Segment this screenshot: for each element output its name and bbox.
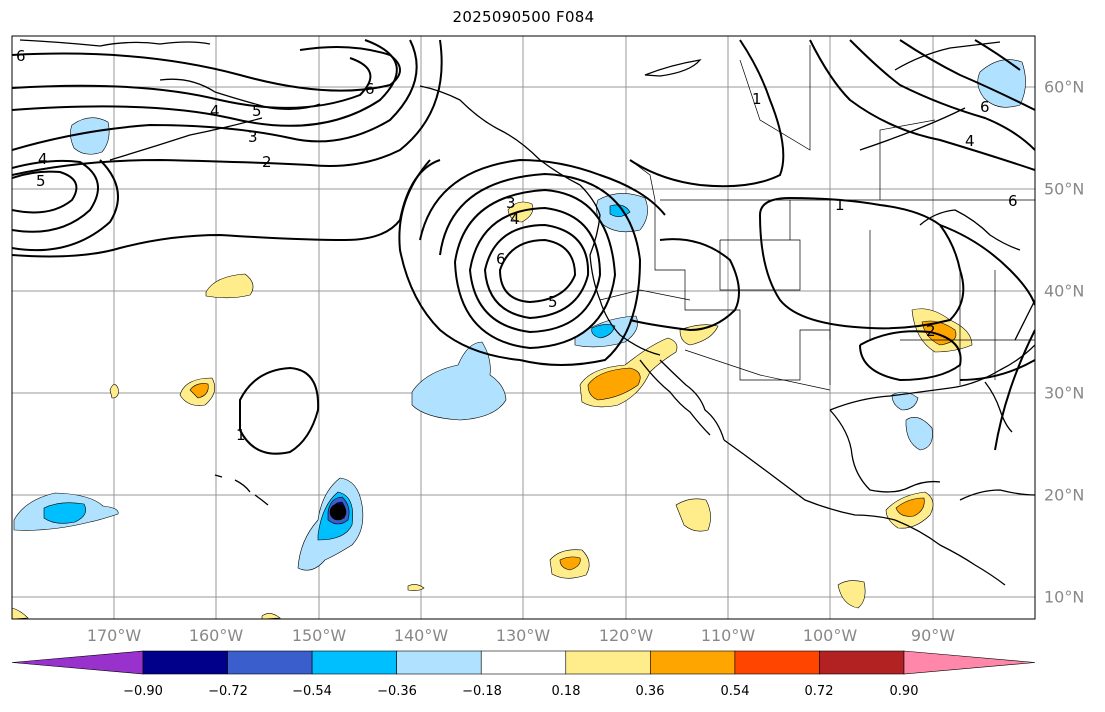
lat-label: 60°N: [1044, 77, 1085, 97]
fill-yellow-pac1: [205, 273, 254, 299]
colorbar-tick-label: −0.90: [123, 684, 163, 699]
colorbar-swatch: [396, 650, 482, 675]
fill-black-hawaii: [329, 503, 347, 521]
contour-label: 2: [926, 322, 936, 340]
fill-yellow-corner: [12, 607, 29, 619]
contour-label: 4: [965, 132, 975, 150]
fill-orange-pac2: [189, 383, 209, 399]
lat-label: 40°N: [1044, 281, 1085, 301]
lon-label: 100°W: [802, 626, 858, 645]
lat-label: 20°N: [1044, 485, 1085, 505]
contour-label: 6: [980, 98, 990, 116]
colorbar-tick-label: −0.54: [292, 684, 332, 699]
colorbar-tick-label: −0.36: [377, 684, 417, 699]
contour-label: 2: [262, 153, 272, 171]
contour-label: 5: [548, 293, 558, 311]
fill-cyan-west: [43, 502, 86, 524]
fill-orange-epac2: [559, 556, 581, 571]
contour-label: 6: [16, 47, 26, 65]
fill-cyan-socal: [591, 324, 616, 339]
colorbar-extend-low: [11, 650, 144, 675]
contours: [12, 39, 1035, 455]
fill-yellow-small: [407, 584, 425, 591]
colorbar-swatch: [565, 650, 651, 675]
contour-label: 1: [752, 90, 762, 108]
colorbar-swatch: [311, 650, 397, 675]
fill-yellow-dot: [109, 384, 119, 399]
fill-blue-gulf2: [905, 417, 933, 451]
colorbar-tick-label: 0.36: [635, 684, 665, 699]
fill-blue-gulf1: [891, 391, 919, 411]
lon-label: 120°W: [598, 626, 654, 645]
lon-label: 110°W: [700, 626, 756, 645]
fill-yellow-corner2: [261, 613, 281, 619]
fill-yellow-epac: [675, 498, 711, 532]
lon-label: 90°W: [910, 626, 956, 645]
lon-label: 150°W: [291, 626, 347, 645]
colorbar: [11, 650, 1036, 675]
colorbar-swatch: [650, 650, 736, 675]
contour-label: 5: [36, 172, 46, 190]
colorbar-tick-label: 0.72: [804, 684, 834, 699]
fill-yellow-epac3: [837, 580, 866, 609]
fill-blue-pacific-mid: [411, 341, 507, 421]
colorbar-tick-label: 0.90: [889, 684, 919, 699]
colorbar-tick-label: 0.54: [720, 684, 750, 699]
lon-label: 130°W: [495, 626, 551, 645]
colorbar-extend-high: [903, 650, 1036, 675]
fill-blue-arctic: [977, 59, 1026, 108]
fill-blue-bering: [70, 117, 110, 155]
lat-label: 30°N: [1044, 383, 1085, 403]
contour-label: 4: [38, 150, 48, 168]
contour-labels: 6 4 5 3 2 4 5 6 3 4 6 5 1 1 2 6 4 1 6: [16, 47, 1018, 444]
fill-orange-baja: [587, 367, 641, 401]
contour-label: 5: [252, 102, 262, 120]
contour-label: 3: [506, 194, 516, 212]
lon-label: 170°W: [86, 626, 142, 645]
contour-label: 3: [248, 128, 258, 146]
colorbar-tick-label: 0.18: [551, 684, 581, 699]
political-borders: [599, 45, 1035, 391]
map-title: 2025090500 F084: [452, 8, 595, 26]
contour-label: 6: [365, 80, 375, 98]
colorbar-swatch: [734, 650, 820, 675]
colorbar-swatch: [227, 650, 313, 675]
contour-label: 1: [835, 196, 845, 214]
lat-label: 10°N: [1044, 587, 1085, 607]
colorbar-swatch: [142, 650, 228, 675]
contour-label: 4: [510, 210, 520, 228]
contour-label: 1: [236, 426, 246, 444]
lon-label: 160°W: [188, 626, 244, 645]
contour-label: 6: [496, 250, 506, 268]
coastlines: [19, 39, 1035, 586]
colorbar-swatch: [480, 650, 567, 675]
contour-label: 6: [1008, 192, 1018, 210]
colorbar-swatch: [819, 650, 905, 675]
fill-orange-mex: [895, 497, 925, 517]
colorbar-tick-label: −0.72: [208, 684, 248, 699]
map-frame: [11, 35, 1036, 620]
lon-label: 140°W: [393, 626, 449, 645]
contour-label: 4: [210, 102, 220, 120]
colorbar-tick-label: −0.18: [462, 684, 502, 699]
lat-label: 50°N: [1044, 179, 1085, 199]
